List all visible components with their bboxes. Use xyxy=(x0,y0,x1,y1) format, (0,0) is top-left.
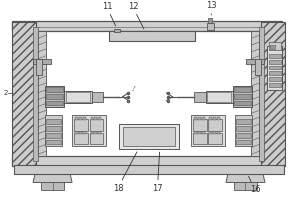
Bar xyxy=(109,31,195,41)
Bar xyxy=(46,119,61,124)
Bar xyxy=(12,21,283,31)
Bar xyxy=(72,115,106,146)
Bar xyxy=(46,133,61,138)
Bar xyxy=(270,45,275,49)
Bar xyxy=(233,86,252,107)
Bar xyxy=(269,71,280,75)
Bar xyxy=(12,22,36,166)
Bar xyxy=(33,27,38,161)
Bar xyxy=(98,131,101,134)
Bar xyxy=(90,133,103,144)
Bar xyxy=(209,131,212,134)
Bar xyxy=(269,83,280,87)
Bar xyxy=(46,126,61,131)
Polygon shape xyxy=(226,174,265,182)
Bar xyxy=(217,117,220,120)
Bar xyxy=(269,60,280,64)
Bar xyxy=(198,131,201,134)
Bar xyxy=(234,94,251,99)
Bar xyxy=(194,92,206,102)
Bar xyxy=(38,31,46,156)
Bar xyxy=(123,127,175,146)
Bar xyxy=(46,94,63,99)
Bar xyxy=(193,119,206,131)
Bar xyxy=(259,27,264,161)
Bar xyxy=(202,131,205,134)
Bar xyxy=(46,101,63,105)
Bar xyxy=(236,140,251,144)
Bar xyxy=(79,117,82,120)
Bar xyxy=(269,77,280,81)
Bar xyxy=(119,124,179,149)
Bar xyxy=(74,119,88,131)
Bar xyxy=(236,119,251,124)
Bar xyxy=(46,87,63,92)
Bar xyxy=(91,131,94,134)
Text: 11: 11 xyxy=(102,2,112,11)
Bar xyxy=(191,115,225,146)
Bar xyxy=(36,59,42,75)
Bar xyxy=(194,117,197,120)
Text: 12: 12 xyxy=(128,2,139,11)
Bar xyxy=(208,18,212,23)
Text: 18: 18 xyxy=(113,184,124,193)
Bar xyxy=(198,117,201,120)
Text: 2: 2 xyxy=(4,90,8,96)
Text: 17: 17 xyxy=(152,184,163,193)
Bar xyxy=(64,91,92,103)
Bar xyxy=(83,131,86,134)
Bar xyxy=(269,66,280,69)
Bar xyxy=(206,23,214,30)
Bar xyxy=(90,119,103,131)
Bar xyxy=(267,46,283,90)
Text: 13: 13 xyxy=(206,1,217,10)
Bar xyxy=(45,115,62,146)
Bar xyxy=(41,182,64,190)
Bar xyxy=(114,29,120,32)
Bar xyxy=(66,92,90,102)
Bar xyxy=(213,117,216,120)
Bar xyxy=(206,91,233,103)
Bar xyxy=(269,42,280,50)
Bar xyxy=(209,117,212,120)
Bar xyxy=(208,119,222,131)
Bar xyxy=(33,59,51,64)
Bar xyxy=(236,126,251,131)
Bar xyxy=(83,117,86,120)
Bar xyxy=(91,117,94,120)
Bar xyxy=(217,131,220,134)
Bar xyxy=(14,165,284,174)
Bar xyxy=(236,133,251,138)
Bar xyxy=(213,131,216,134)
Bar xyxy=(234,182,257,190)
Bar xyxy=(208,92,231,102)
Bar xyxy=(45,86,64,107)
Bar xyxy=(269,54,280,58)
Text: 16: 16 xyxy=(250,185,260,194)
Bar xyxy=(247,59,264,64)
Bar xyxy=(46,140,61,144)
Bar xyxy=(94,131,98,134)
Bar xyxy=(98,117,101,120)
Bar xyxy=(235,115,252,146)
Bar xyxy=(92,92,103,102)
Bar xyxy=(12,156,283,166)
Bar xyxy=(261,22,285,166)
Bar xyxy=(75,131,78,134)
Bar xyxy=(74,133,88,144)
Bar xyxy=(255,59,261,75)
Bar xyxy=(194,131,197,134)
Text: $\digamma$: $\digamma$ xyxy=(130,84,136,93)
Bar xyxy=(208,133,222,144)
Bar xyxy=(234,87,251,92)
Bar xyxy=(75,117,78,120)
Bar xyxy=(79,131,82,134)
Bar xyxy=(202,117,205,120)
Bar xyxy=(234,101,251,105)
Bar xyxy=(94,117,98,120)
Polygon shape xyxy=(33,174,72,182)
Bar xyxy=(193,133,206,144)
Bar xyxy=(251,31,259,156)
